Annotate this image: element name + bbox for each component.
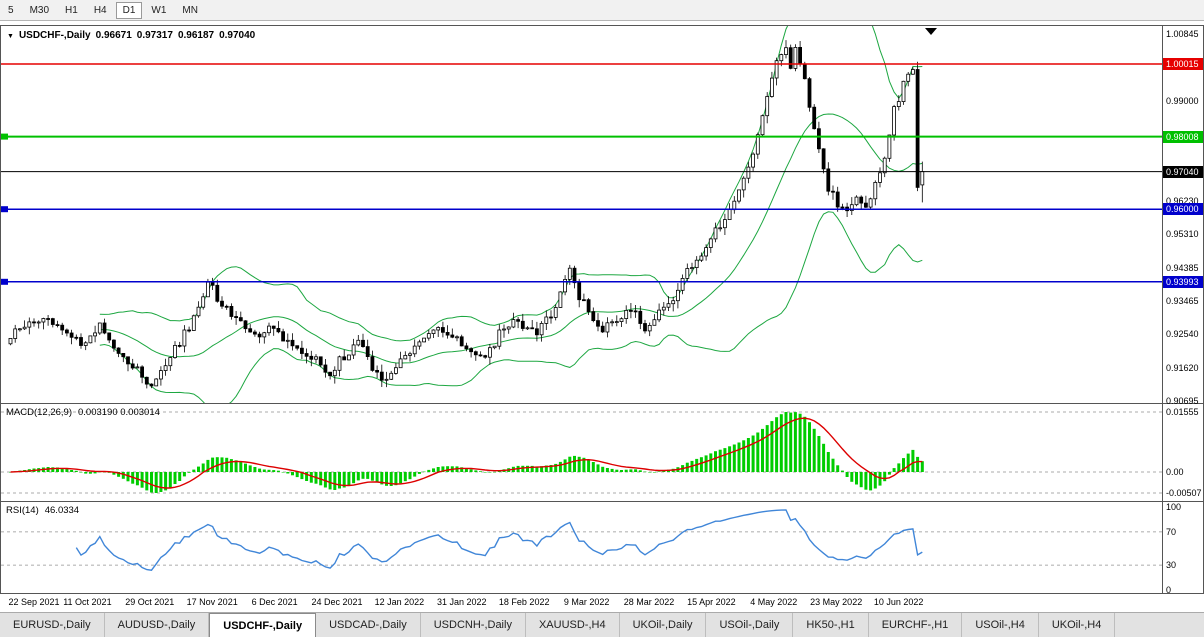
chart-dropdown-marker-icon[interactable]: ▼ — [7, 33, 14, 40]
chart-tabs-bar: EURUSD-,Daily AUDUSD-,Daily USDCHF-,Daily U… — [0, 612, 1204, 637]
current-price-label: 0.97040 — [1163, 165, 1203, 178]
chart-tab-ukoil-daily[interactable]: UKOil-,Daily — [619, 613, 707, 637]
rsi-current-value: 46.0334 — [44, 505, 80, 516]
rsi-axis: 100 70 30 0 — [1162, 502, 1203, 595]
timeframe-d1[interactable]: D1 — [115, 1, 143, 19]
timeframe-w1[interactable]: W1 — [151, 4, 167, 16]
timeframe-toolbar: 5 M30 H1 H4 D1 W1 MN — [0, 0, 1204, 21]
price-axis-label: 0.91620 — [1166, 362, 1199, 373]
chart-shift-marker-icon[interactable] — [925, 28, 937, 35]
chart-tab-hk50-h1[interactable]: HK50-,H1 — [793, 613, 869, 637]
macd-histogram — [9, 412, 924, 493]
macd-axis-label: 0.00 — [1166, 467, 1184, 477]
rsi-axis-label: 100 — [1166, 502, 1182, 512]
price-line-label: 1.00015 — [1163, 58, 1203, 70]
price-axis-label: 0.95310 — [1166, 229, 1199, 240]
date-tick-label: 31 Jan 2022 — [437, 597, 487, 607]
timeframe-m30[interactable]: M30 — [29, 4, 50, 16]
rsi-axis-label: 30 — [1166, 560, 1177, 571]
line-handle — [1, 278, 8, 285]
rsi-line — [75, 509, 923, 571]
symbol-label: USDCHF-,Daily — [18, 30, 91, 41]
macd-name: MACD(12,26,9) — [6, 407, 72, 418]
chart-tab-audusd-daily[interactable]: AUDUSD-,Daily — [104, 613, 210, 637]
timeframe-mn[interactable]: MN — [182, 4, 198, 16]
price-axis-label: 0.94385 — [1166, 262, 1199, 273]
rsi-axis-label: 70 — [1166, 526, 1177, 537]
date-tick-label: 11 Oct 2021 — [63, 597, 112, 607]
chart-tab-usoil-h4[interactable]: USOil-,H4 — [962, 613, 1039, 637]
bollinger-bands — [99, 26, 923, 403]
macd-chart — [1, 411, 1162, 494]
rsi-levels — [1, 531, 1162, 566]
ohlc-close: 0.97040 — [219, 30, 256, 41]
date-tick-label: 12 Jan 2022 — [374, 597, 425, 607]
time-axis: 22 Sep 2021 11 Oct 2021 29 Oct 2021 17 Nov … — [0, 594, 1204, 612]
date-tick-label: 9 Mar 2022 — [563, 597, 610, 607]
candlestick-chart[interactable] — [1, 26, 1162, 403]
macd-signal-line — [10, 417, 923, 489]
chart-tab-usoil-daily[interactable]: USOil-,Daily — [706, 613, 794, 637]
price-line-label: 0.98008 — [1163, 130, 1203, 143]
price-axis-label: 0.92540 — [1166, 329, 1199, 340]
rsi-name: RSI(14) — [6, 505, 39, 516]
price-axis-label: 0.96230 — [1166, 195, 1199, 206]
macd-axis-label: -0.00507 — [1166, 488, 1202, 498]
chart-tab-usdcnh-daily[interactable]: USDCNH-,Daily — [420, 613, 526, 637]
chart-title: ▼ USDCHF-,Daily 0.96671 0.97317 0.96187 0.970… — [7, 30, 260, 41]
chart-tab-ukoil-h4[interactable]: UKOil-,H4 — [1038, 613, 1116, 637]
chart-tab-xauusd-h4[interactable]: XAUUSD-,H4 — [525, 613, 620, 637]
date-tick-label: 29 Oct 2021 — [125, 597, 175, 607]
macd-axis: 0.01555 0.00 -0.00507 — [1162, 404, 1203, 501]
date-tick-label: 22 Sep 2021 — [8, 597, 60, 607]
date-tick-label: 6 Dec 2021 — [251, 597, 298, 607]
date-tick-label: 18 Feb 2022 — [498, 597, 550, 607]
timeframe-5[interactable]: 5 — [8, 4, 14, 16]
rsi-chart — [1, 509, 1162, 571]
rsi-label: RSI(14) 46.0334 — [6, 505, 85, 516]
chart-tab-eurchf-h1[interactable]: EURCHF-,H1 — [868, 613, 963, 637]
price-line-label: 0.93993 — [1163, 275, 1203, 288]
date-tick-label: 15 Apr 2022 — [687, 597, 736, 607]
price-axis-label: 0.90695 — [1166, 396, 1199, 406]
ohlc-open: 0.96671 — [95, 30, 132, 41]
rsi-axis-label: 0 — [1166, 585, 1172, 595]
price-axis-label: 0.99000 — [1166, 95, 1199, 106]
date-tick-label: 23 May 2022 — [810, 597, 863, 607]
date-tick-label: 10 Jun 2022 — [873, 597, 924, 607]
macd-panel[interactable]: MACD(12,26,9) 0.003190 0.003014 0.01555 0.… — [0, 404, 1204, 502]
price-chart-panel[interactable]: ▼ USDCHF-,Daily 0.96671 0.97317 0.96187 0.970… — [0, 25, 1204, 406]
rsi-panel[interactable]: RSI(14) 46.0334 100 70 30 0 — [0, 502, 1204, 595]
date-tick-label: 4 May 2022 — [750, 597, 798, 607]
date-tick-label: 17 Nov 2021 — [186, 597, 238, 607]
chart-tab-usdchf-daily[interactable]: USDCHF-,Daily — [209, 613, 317, 637]
line-handle — [1, 206, 8, 213]
price-line-label: 0.96000 — [1163, 203, 1203, 216]
timeframe-h1[interactable]: H1 — [65, 4, 78, 16]
ohlc-high: 0.97317 — [136, 30, 173, 41]
price-axis-label: 0.93465 — [1166, 295, 1199, 306]
macd-label: MACD(12,26,9) 0.003190 0.003014 — [6, 407, 166, 418]
macd-axis-label: 0.01555 — [1166, 407, 1199, 417]
timeframe-h4[interactable]: H4 — [93, 4, 107, 16]
price-axis: 1.00845 0.99000 0.96230 0.95310 0.94385 0.934… — [1162, 26, 1203, 406]
date-tick-label: 24 Dec 2021 — [311, 597, 363, 607]
candles — [8, 40, 925, 389]
price-axis-label: 1.00845 — [1166, 29, 1199, 39]
ohlc-low: 0.96187 — [177, 30, 215, 41]
chart-tab-usdcad-daily[interactable]: USDCAD-,Daily — [316, 613, 421, 637]
date-tick-label: 28 Mar 2022 — [623, 597, 675, 607]
line-handle — [1, 133, 8, 140]
price-lines[interactable] — [1, 63, 1162, 285]
macd-current-values: 0.003190 0.003014 — [78, 407, 160, 418]
chart-tab-eurusd-daily[interactable]: EURUSD-,Daily — [0, 613, 105, 637]
